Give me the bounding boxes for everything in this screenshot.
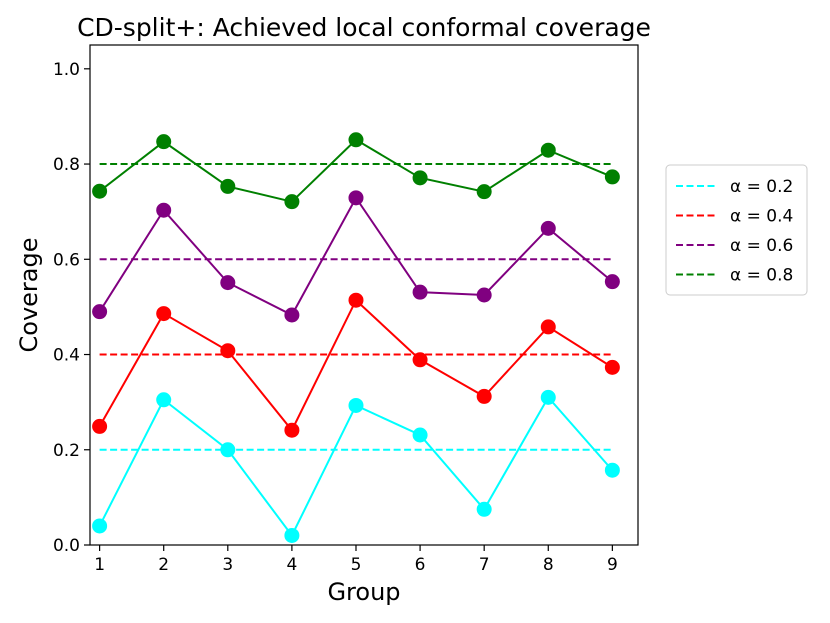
data-point xyxy=(156,306,172,322)
ticks-layer: 1 2 3 4 5 6 7 8 9 0.0 0.2 0.4 0.6 0.8 1.0 xyxy=(53,60,618,575)
data-point xyxy=(412,284,428,300)
data-point xyxy=(604,359,620,375)
data-point xyxy=(604,462,620,478)
x-tick-label: 6 xyxy=(415,555,426,575)
data-point xyxy=(476,287,492,303)
data-point xyxy=(348,397,364,413)
series-group xyxy=(92,190,620,323)
data-point xyxy=(348,132,364,148)
y-tick-label: 1.0 xyxy=(53,60,80,80)
data-point xyxy=(540,319,556,335)
legend-label: α = 0.8 xyxy=(730,266,793,286)
x-tick-label: 3 xyxy=(222,555,233,575)
x-axis-label: Group xyxy=(327,578,400,606)
series-group xyxy=(92,389,620,543)
y-axis-label: Coverage xyxy=(15,238,43,353)
series-group xyxy=(92,132,620,210)
legend-label: α = 0.4 xyxy=(730,207,793,227)
data-point xyxy=(92,518,108,534)
x-tick-label: 4 xyxy=(286,555,297,575)
data-point xyxy=(156,392,172,408)
data-point xyxy=(220,343,236,359)
data-point xyxy=(92,418,108,434)
plot-frame xyxy=(89,44,639,546)
data-point xyxy=(220,275,236,291)
chart-title: CD-split+: Achieved local conformal cove… xyxy=(77,13,651,42)
data-point xyxy=(284,194,300,210)
data-point xyxy=(540,142,556,158)
data-point xyxy=(92,304,108,320)
data-point xyxy=(476,388,492,404)
x-tick-label: 7 xyxy=(479,555,490,575)
data-point xyxy=(540,220,556,236)
series-layer xyxy=(92,132,620,543)
x-tick-label: 8 xyxy=(543,555,554,575)
data-point xyxy=(412,427,428,443)
x-tick-label: 9 xyxy=(607,555,618,575)
data-point xyxy=(220,442,236,458)
y-tick-label: 0.0 xyxy=(53,536,80,556)
data-point xyxy=(156,202,172,218)
data-point xyxy=(348,292,364,308)
data-point xyxy=(604,169,620,185)
data-point xyxy=(476,184,492,200)
data-point xyxy=(284,527,300,543)
data-point xyxy=(540,389,556,405)
legend-label: α = 0.6 xyxy=(730,236,793,256)
data-point xyxy=(604,274,620,290)
y-tick-label: 0.6 xyxy=(53,250,80,270)
data-point xyxy=(156,134,172,150)
data-point xyxy=(284,422,300,438)
y-tick-label: 0.2 xyxy=(53,441,80,461)
y-tick-label: 0.4 xyxy=(53,346,80,366)
legend-box xyxy=(665,164,808,296)
data-point xyxy=(412,352,428,368)
x-tick-label: 5 xyxy=(351,555,362,575)
data-point xyxy=(92,183,108,199)
data-point xyxy=(220,178,236,194)
data-point xyxy=(412,170,428,186)
data-point xyxy=(348,190,364,206)
data-point xyxy=(284,307,300,323)
series-line xyxy=(98,395,614,538)
series-group xyxy=(92,292,620,438)
legend-label: α = 0.2 xyxy=(730,177,793,197)
x-tick-label: 2 xyxy=(158,555,169,575)
data-point xyxy=(476,501,492,517)
x-tick-label: 1 xyxy=(94,555,105,575)
legend: α = 0.2 α = 0.4 α = 0.6 α = 0.8 xyxy=(665,164,808,296)
y-tick-label: 0.8 xyxy=(53,155,80,175)
